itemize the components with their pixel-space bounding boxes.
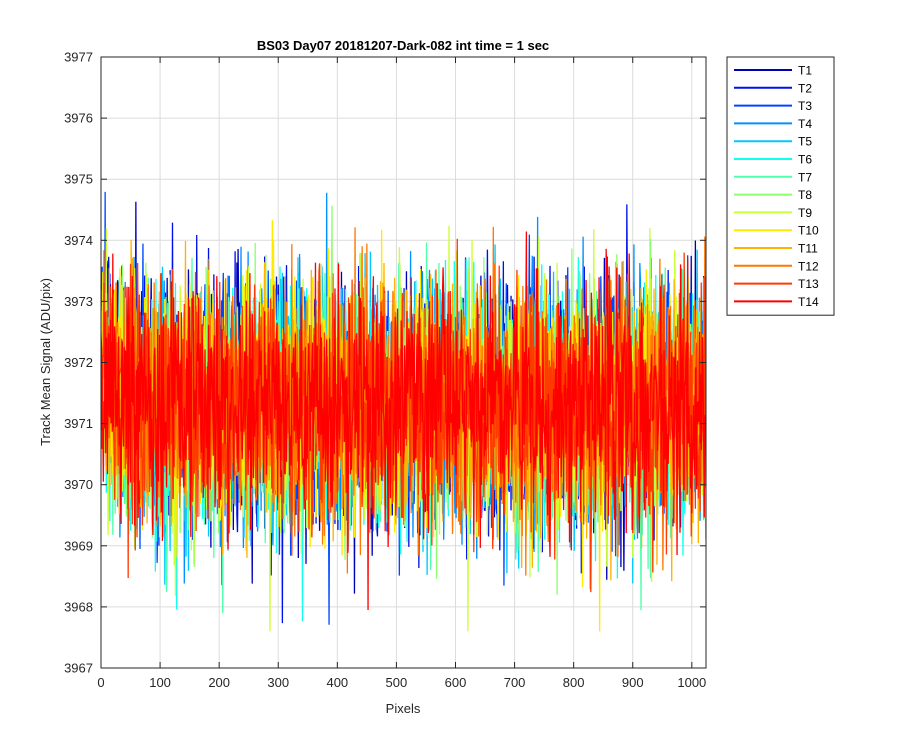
x-tick-label: 500 [386,675,408,690]
y-tick-label: 3972 [64,355,93,370]
legend-label-t2: T2 [798,81,812,95]
legend-label-t13: T13 [798,277,819,291]
y-tick-label: 3975 [64,172,93,187]
y-tick-label: 3973 [64,294,93,309]
y-tick-label: 3976 [64,111,93,126]
x-tick-label: 600 [445,675,467,690]
x-tick-label: 1000 [677,675,706,690]
x-tick-label: 100 [149,675,171,690]
legend-label-t8: T8 [798,188,812,202]
y-axis-label: Track Mean Signal (ADU/pix) [38,278,53,446]
x-tick-label: 200 [208,675,230,690]
legend: T1 T2 T3 T4 T5 T6 T7 T8 T9 T10 T11 T12 T13 T14 [726,56,835,316]
chart-title: BS03 Day07 20181207-Dark-082 int time = … [257,38,549,53]
legend-label-t11: T11 [798,242,818,256]
x-tick-label: 400 [326,675,348,690]
x-axis-label: Pixels [386,701,421,716]
series-layer [101,191,706,632]
legend-box [726,56,835,316]
y-axis-ticks: 3967 3968 3969 3970 3971 3972 3973 3974 3975 3976… [64,50,706,676]
legend-label-t14: T14 [798,295,819,309]
y-tick-label: 3971 [64,416,93,431]
x-tick-label: 800 [563,675,585,690]
x-tick-label: 300 [267,675,289,690]
legend-label-t9: T9 [798,206,812,220]
legend-label-t6: T6 [798,153,812,167]
legend-label-t5: T5 [798,135,812,149]
y-tick-label: 3968 [64,599,93,614]
legend-label-t3: T3 [798,99,812,113]
series-line-t14 [101,231,706,611]
y-tick-label: 3969 [64,538,93,553]
legend-label-t7: T7 [798,170,812,184]
legend-label-t1: T1 [798,64,812,78]
legend-label-t10: T10 [798,224,819,238]
x-tick-label: 0 [97,675,104,690]
y-tick-label: 3977 [64,50,93,65]
x-tick-label: 700 [504,675,526,690]
x-axis-ticks: 0 100 200 300 400 500 600 700 800 900 1000 [97,57,706,690]
legend-label-t4: T4 [798,117,812,131]
x-tick-label: 900 [622,675,644,690]
y-tick-label: 3974 [64,233,93,248]
legend-label-t12: T12 [798,259,819,273]
y-tick-label: 3967 [64,661,93,676]
y-tick-label: 3970 [64,477,93,492]
